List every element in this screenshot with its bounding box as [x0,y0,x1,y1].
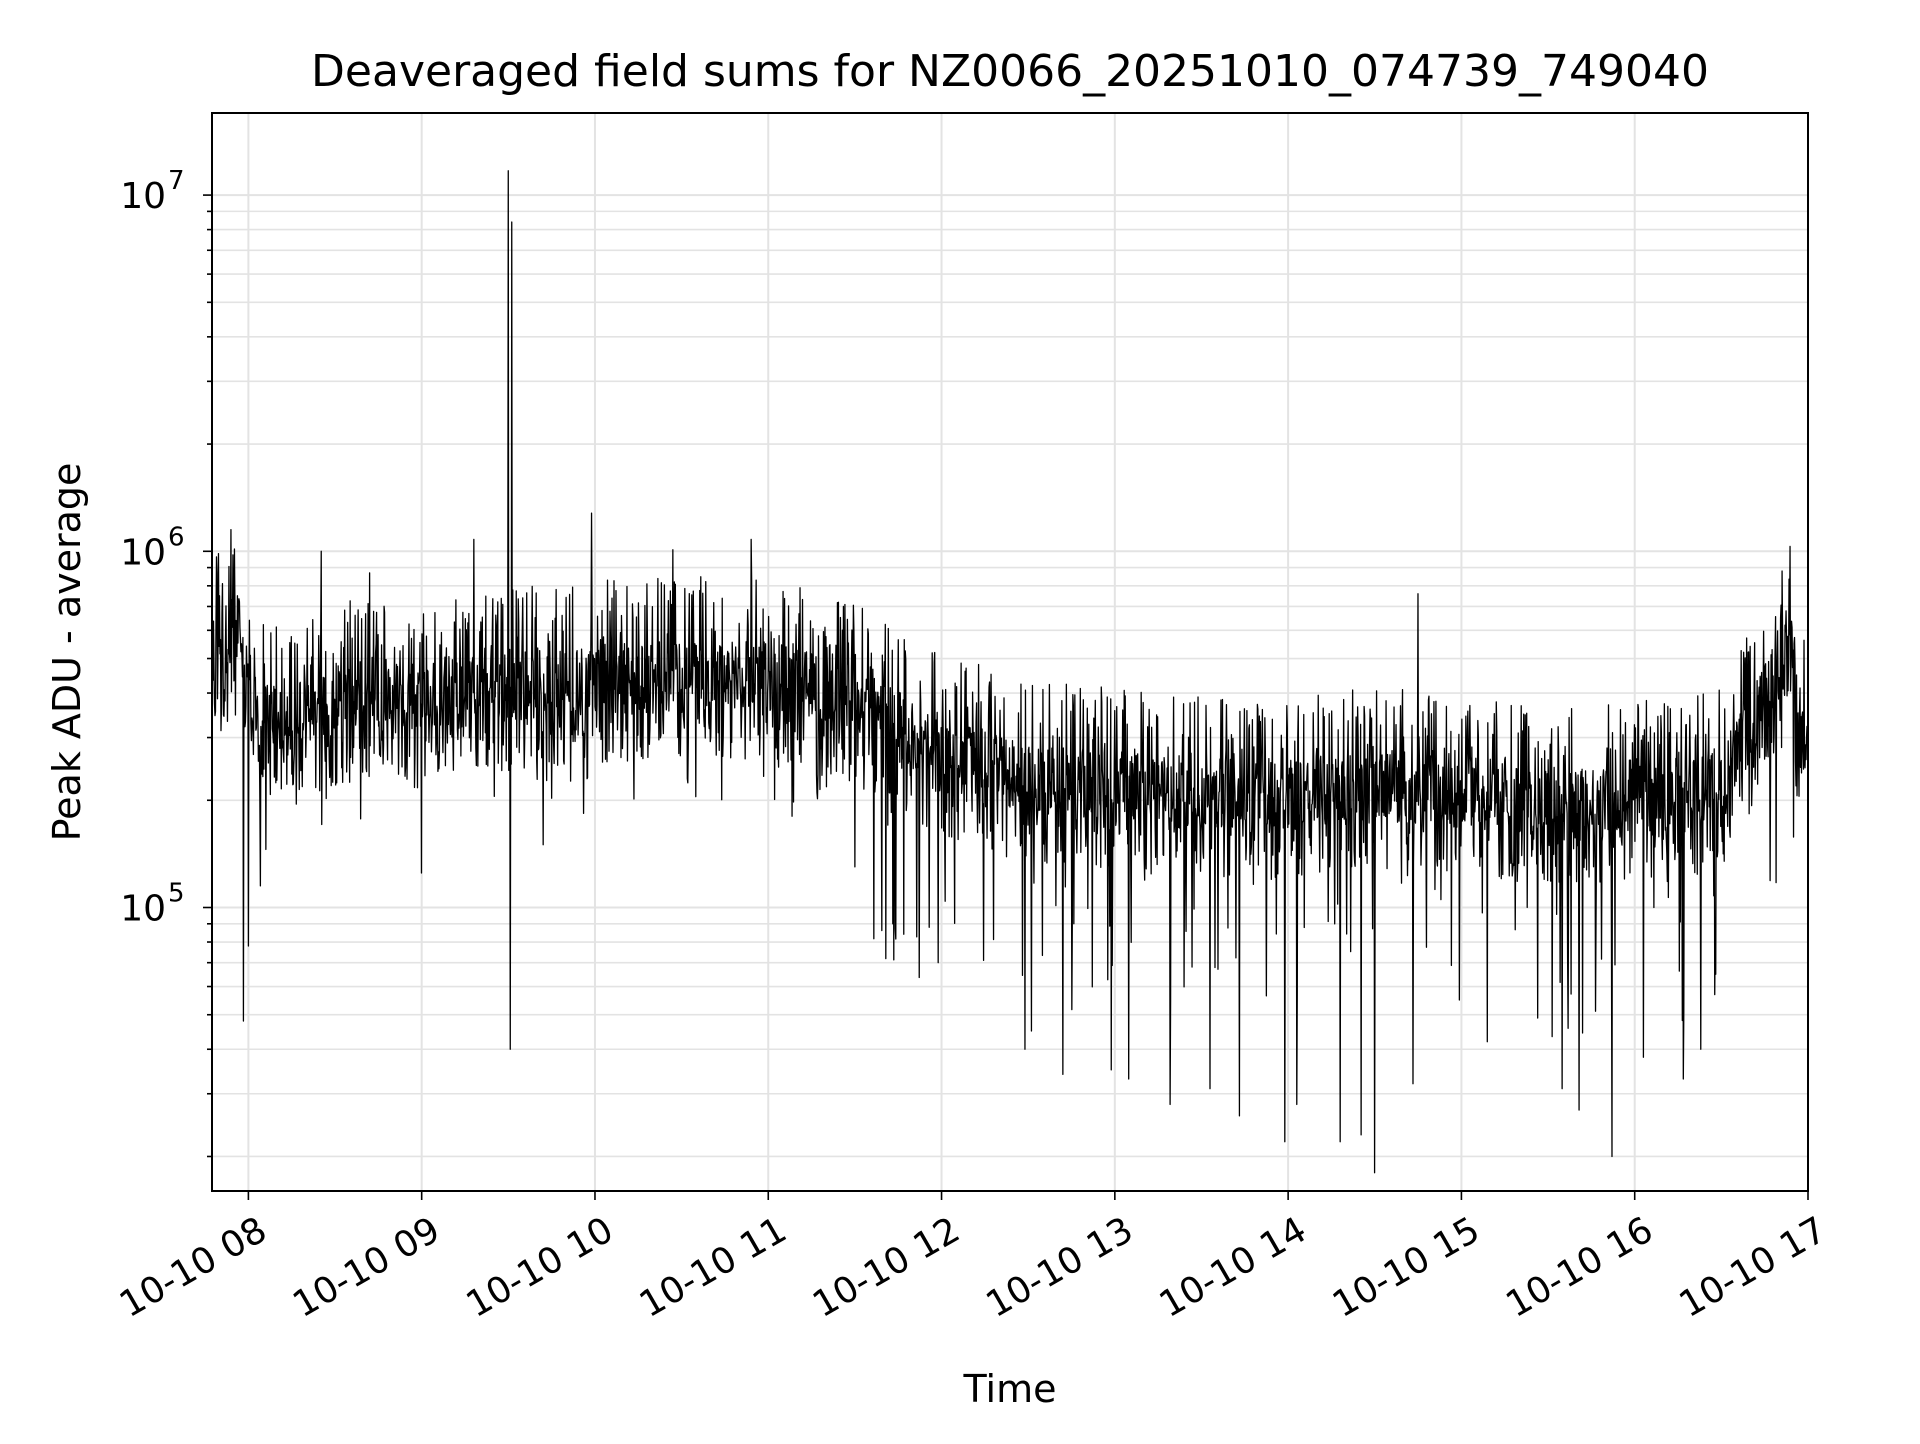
y-tick-exponent: 5 [168,879,185,909]
series-line [211,170,1809,1174]
y-tick-exponent: 7 [168,166,185,196]
x-axis-label: Time [963,1367,1057,1411]
plot-frame [211,112,1809,1192]
y-axis-label: Peak ADU - average [45,463,89,842]
y-tick-label: 10 [120,176,166,217]
series-layer [211,170,1809,1174]
y-tick-label: 10 [120,889,166,930]
y-tick-label: 10 [120,532,166,573]
y-tick-exponent: 6 [168,522,185,552]
chart-title: Deaveraged field sums for NZ0066_2025101… [311,46,1709,97]
